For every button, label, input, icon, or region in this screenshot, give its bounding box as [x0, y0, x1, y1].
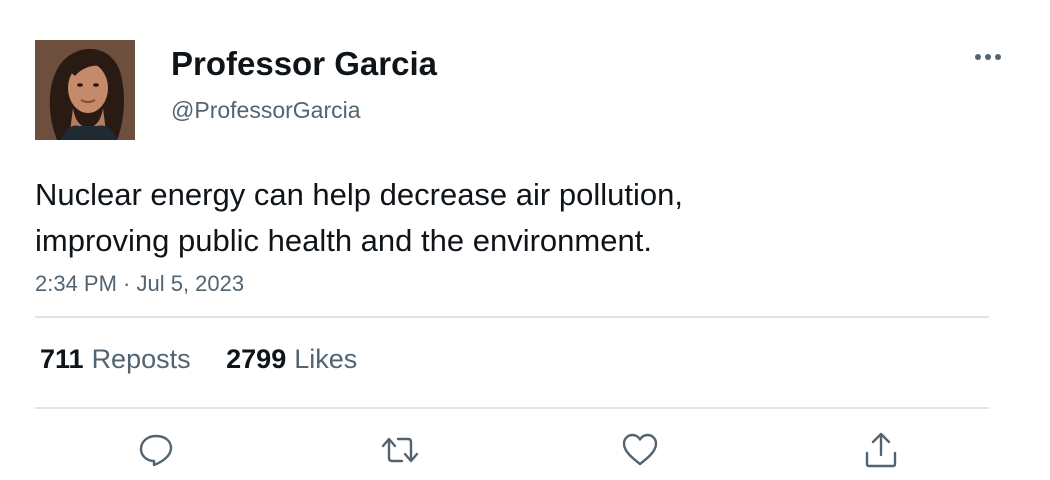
repost-button[interactable] [378, 430, 422, 470]
reply-button[interactable] [134, 430, 178, 470]
tweet-text: Nuclear energy can help decrease air pol… [35, 172, 935, 264]
likes-stat[interactable]: 2799 Likes [226, 342, 357, 376]
repost-icon [381, 437, 419, 463]
avatar[interactable] [35, 40, 135, 140]
engagement-stats: 711 Reposts 2799 Likes [40, 342, 357, 376]
share-icon [865, 432, 897, 468]
likes-label: Likes [294, 344, 358, 374]
more-horizontal-icon [975, 54, 1001, 60]
divider [35, 407, 989, 409]
likes-count: 2799 [226, 344, 287, 374]
reposts-count: 711 [40, 344, 84, 374]
avatar-photo-icon [35, 40, 135, 140]
divider [35, 316, 989, 318]
tweet-text-line: Nuclear energy can help decrease air pol… [35, 177, 683, 212]
reply-icon [139, 434, 173, 467]
author-display-name[interactable]: Professor Garcia [171, 45, 437, 82]
reposts-label: Reposts [91, 344, 191, 374]
more-options-button[interactable] [968, 44, 1008, 70]
tweet-text-line: improving public health and the environm… [35, 223, 652, 258]
tweet-timestamp[interactable]: 2:34 PM · Jul 5, 2023 [35, 271, 245, 296]
like-button[interactable] [618, 430, 662, 470]
heart-icon [622, 433, 658, 466]
share-button[interactable] [859, 430, 903, 470]
author-handle[interactable]: @ProfessorGarcia [171, 97, 361, 123]
reposts-stat[interactable]: 711 Reposts [40, 342, 191, 376]
